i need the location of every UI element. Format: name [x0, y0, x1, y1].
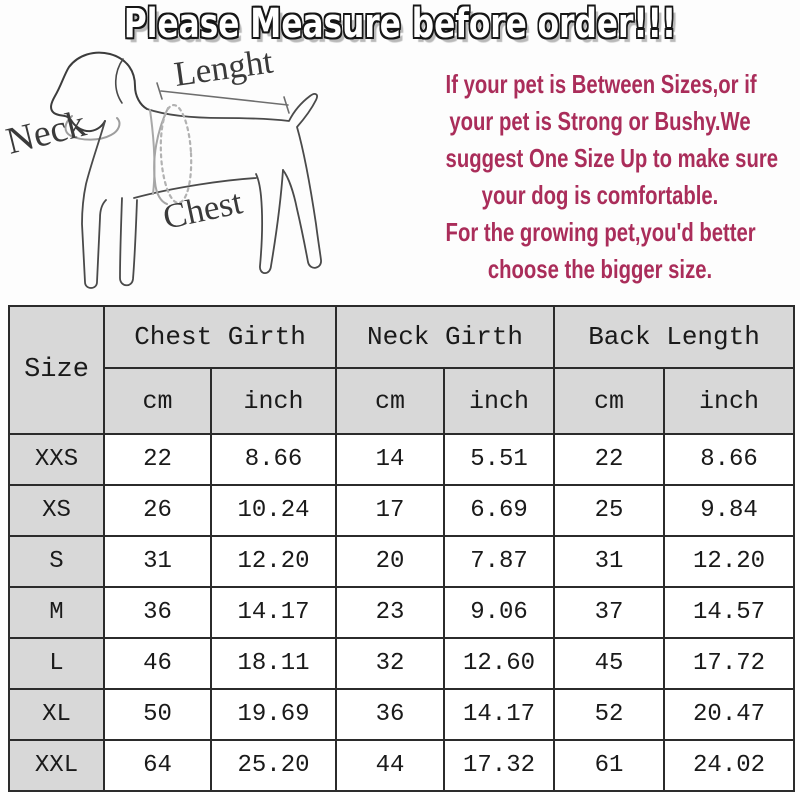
dog-ear-line: [114, 58, 124, 104]
neck-label: Neck: [2, 103, 90, 163]
chest-inch-value: 12.20: [209, 535, 338, 588]
size-label: XXS: [8, 433, 105, 486]
notice-line: suggest One Size Up to make sure: [445, 143, 779, 173]
unit-header-back-cm: cm: [553, 367, 666, 435]
dog-head-outline: [50, 51, 148, 133]
back-cm-value: 25: [553, 484, 666, 537]
chest-inch-value: 8.66: [209, 433, 338, 486]
dog-chest-front-leg: [81, 120, 107, 289]
chest-girth-dashed-ellipse: [159, 103, 193, 205]
notice-text: If your pet is Between Sizes,or if your …: [445, 66, 779, 288]
length-label: Lenght: [172, 46, 276, 94]
dog-measurement-diagram: Neck Lenght Chest: [0, 46, 400, 300]
table-row: S 31 12.20 20 7.87 31 12.20: [8, 535, 796, 588]
back-cm-value: 37: [553, 586, 666, 639]
chest-cm-value: 26: [103, 484, 212, 537]
unit-header-chest-cm: cm: [103, 367, 212, 435]
back-inch-value: 14.57: [663, 586, 796, 639]
size-label: S: [8, 535, 105, 588]
chest-cm-value: 22: [103, 433, 212, 486]
neck-inch-value: 7.87: [443, 535, 556, 588]
neck-cm-value: 36: [335, 688, 446, 741]
neck-inch-value: 6.69: [443, 484, 556, 537]
neck-inch-value: 14.17: [443, 688, 556, 741]
chest-cm-value: 31: [103, 535, 212, 588]
length-measure-line: [156, 82, 290, 114]
size-label: XL: [8, 688, 105, 741]
back-inch-value: 9.84: [663, 484, 796, 537]
chest-inch-value: 25.20: [209, 739, 338, 792]
notice-line: your pet is Strong or Bushy.We: [449, 106, 751, 136]
dog-back-and-tail: [146, 93, 322, 269]
chest-cm-value: 36: [103, 586, 212, 639]
chest-inch-value: 18.11: [209, 637, 338, 690]
back-inch-value: 8.66: [663, 433, 796, 486]
table-row: XXS 22 8.66 14 5.51 22 8.66: [8, 433, 796, 486]
unit-header-neck-inch: inch: [443, 367, 556, 435]
chest-girth-arc: [153, 107, 169, 205]
chest-inch-value: 14.17: [209, 586, 338, 639]
back-cm-value: 22: [553, 433, 666, 486]
neck-cm-value: 44: [335, 739, 446, 792]
back-inch-value: 20.47: [663, 688, 796, 741]
notice-line: your dog is comfortable.: [481, 180, 719, 210]
neck-inch-value: 9.06: [443, 586, 556, 639]
table-row: L 46 18.11 32 12.60 45 17.72: [8, 637, 796, 690]
page-title: Please Measure before order!!!: [123, 1, 677, 47]
back-cm-value: 52: [553, 688, 666, 741]
back-inch-value: 24.02: [663, 739, 796, 792]
table-row: XL 50 19.69 36 14.17 52 20.47: [8, 688, 796, 741]
unit-header-neck-cm: cm: [335, 367, 446, 435]
size-label: L: [8, 637, 105, 690]
chest-inch-value: 19.69: [209, 688, 338, 741]
chest-cm-value: 64: [103, 739, 212, 792]
neck-cm-value: 17: [335, 484, 446, 537]
neck-cm-value: 20: [335, 535, 446, 588]
neck-cm-value: 23: [335, 586, 446, 639]
back-inch-value: 12.20: [663, 535, 796, 588]
neck-inch-value: 5.51: [443, 433, 556, 486]
shoulder-strap-line: [149, 109, 156, 195]
back-cm-value: 61: [553, 739, 666, 792]
dog-belly-line: [133, 177, 257, 199]
notice-line: If your pet is Between Sizes,or if: [445, 69, 757, 99]
size-table: Size Chest Girth Neck Girth Back Length …: [8, 305, 796, 792]
size-label: XXL: [8, 739, 105, 792]
table-header-neck-girth: Neck Girth: [335, 305, 556, 369]
table-row: XXL 64 25.20 44 17.32 61 24.02: [8, 739, 796, 792]
notice-line: For the growing pet,you'd better: [445, 217, 756, 247]
chest-cm-value: 50: [103, 688, 212, 741]
dog-outline-drawing: Neck Lenght Chest: [2, 46, 322, 289]
back-inch-value: 17.72: [663, 637, 796, 690]
neck-girth-ellipse: [64, 115, 121, 141]
unit-header-back-inch: inch: [663, 367, 796, 435]
chest-inch-value: 10.24: [209, 484, 338, 537]
dog-hind-leg: [255, 169, 284, 275]
neck-inch-value: 17.32: [443, 739, 556, 792]
neck-inch-value: 12.60: [443, 637, 556, 690]
table-row: M 36 14.17 23 9.06 37 14.57: [8, 586, 796, 639]
chest-label: Chest: [160, 182, 246, 237]
notice-line: choose the bigger size.: [487, 254, 713, 284]
neck-cm-value: 14: [335, 433, 446, 486]
table-header-size: Size: [8, 305, 105, 435]
unit-header-chest-inch: inch: [209, 367, 338, 435]
chest-cm-value: 46: [103, 637, 212, 690]
table-header-chest-girth: Chest Girth: [102, 305, 338, 369]
table-row: XS 26 10.24 17 6.69 25 9.84: [8, 484, 796, 537]
back-cm-value: 45: [553, 637, 666, 690]
neck-cm-value: 32: [335, 637, 446, 690]
table-header-back-length: Back Length: [553, 305, 796, 369]
size-label: M: [8, 586, 105, 639]
back-cm-value: 31: [553, 535, 666, 588]
dog-front-leg: [119, 197, 138, 287]
size-label: XS: [8, 484, 105, 537]
